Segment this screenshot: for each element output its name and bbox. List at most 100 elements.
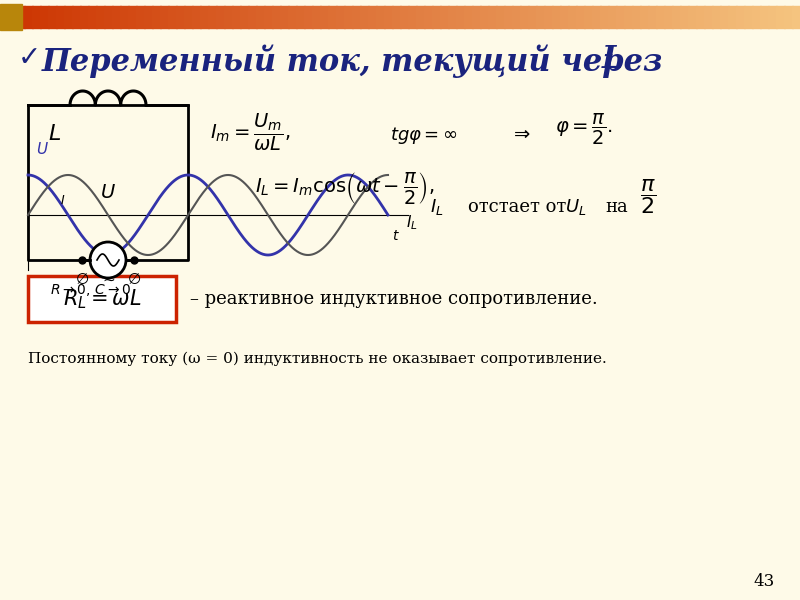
Bar — [40, 6, 49, 28]
Bar — [448, 6, 457, 28]
Bar — [664, 6, 673, 28]
Text: отстает от: отстает от — [468, 198, 566, 216]
Bar — [120, 6, 129, 28]
Text: $I_L$: $I_L$ — [430, 197, 443, 217]
Bar — [440, 6, 449, 28]
Bar — [720, 6, 729, 28]
Bar — [280, 6, 289, 28]
Bar — [472, 6, 481, 28]
Bar — [568, 6, 577, 28]
Bar — [128, 6, 137, 28]
Text: $U$: $U$ — [36, 141, 49, 157]
Bar — [336, 6, 345, 28]
Bar — [624, 6, 633, 28]
Bar — [328, 6, 337, 28]
Bar — [160, 6, 169, 28]
Bar — [632, 6, 641, 28]
Bar — [144, 6, 153, 28]
Bar — [0, 6, 9, 28]
Bar — [392, 6, 401, 28]
Bar — [384, 6, 393, 28]
Bar — [360, 6, 369, 28]
Bar — [224, 6, 233, 28]
Bar — [496, 6, 505, 28]
Text: $I_L$: $I_L$ — [406, 214, 418, 232]
Bar — [96, 6, 105, 28]
Bar — [232, 6, 241, 28]
Bar — [72, 6, 81, 28]
Bar — [528, 6, 537, 28]
Bar — [24, 6, 33, 28]
Text: $\dfrac{\pi}{2}$: $\dfrac{\pi}{2}$ — [640, 178, 656, 217]
Text: $\emptyset$: $\emptyset$ — [127, 272, 141, 287]
Bar — [32, 6, 41, 28]
Text: $U$: $U$ — [100, 184, 116, 202]
Bar — [0, 4, 22, 30]
Bar — [28, 276, 176, 322]
Bar — [272, 6, 281, 28]
Bar — [200, 6, 209, 28]
Bar — [312, 6, 321, 28]
Bar — [456, 6, 465, 28]
Bar — [152, 6, 161, 28]
Bar — [240, 6, 249, 28]
Bar — [504, 6, 513, 28]
Bar — [352, 6, 361, 28]
Bar — [744, 6, 753, 28]
Bar — [176, 6, 185, 28]
Bar — [432, 6, 441, 28]
Bar — [488, 6, 497, 28]
Text: L: L — [602, 44, 623, 75]
Bar — [56, 6, 65, 28]
Text: $R \to 0,\, C \to 0$: $R \to 0,\, C \to 0$ — [50, 282, 131, 298]
Bar — [408, 6, 417, 28]
Bar — [88, 6, 97, 28]
Bar — [304, 6, 313, 28]
Circle shape — [90, 242, 126, 278]
Text: $\varphi = \dfrac{\pi}{2}.$: $\varphi = \dfrac{\pi}{2}.$ — [555, 112, 613, 147]
Text: $\Rightarrow$: $\Rightarrow$ — [510, 125, 531, 143]
Bar — [256, 6, 265, 28]
Bar — [752, 6, 761, 28]
Bar — [8, 6, 17, 28]
Bar — [208, 6, 217, 28]
Text: ✓: ✓ — [18, 44, 42, 72]
Bar — [112, 6, 121, 28]
Bar — [552, 6, 561, 28]
Bar — [464, 6, 473, 28]
Bar — [704, 6, 713, 28]
Bar — [168, 6, 177, 28]
Text: $R_L = \omega L$: $R_L = \omega L$ — [62, 287, 142, 311]
Bar — [512, 6, 521, 28]
Bar — [768, 6, 777, 28]
Text: на: на — [605, 198, 628, 216]
Text: $I$: $I$ — [60, 194, 66, 207]
Bar — [736, 6, 745, 28]
Bar — [688, 6, 697, 28]
Bar — [192, 6, 201, 28]
Text: 43: 43 — [754, 573, 775, 590]
Text: – реактивное индуктивное сопротивление.: – реактивное индуктивное сопротивление. — [190, 290, 598, 308]
Bar — [760, 6, 769, 28]
Bar — [248, 6, 257, 28]
Text: $t$: $t$ — [392, 229, 400, 243]
Bar — [16, 6, 25, 28]
Bar — [48, 6, 57, 28]
Text: $L$: $L$ — [48, 123, 61, 145]
Text: Переменный ток, текущий через: Переменный ток, текущий через — [42, 44, 674, 77]
Bar — [64, 6, 73, 28]
Bar — [656, 6, 665, 28]
Bar — [136, 6, 145, 28]
Text: $\emptyset$: $\emptyset$ — [75, 272, 89, 287]
Bar — [784, 6, 793, 28]
Bar — [216, 6, 225, 28]
Bar — [640, 6, 649, 28]
Bar — [696, 6, 705, 28]
Bar — [576, 6, 585, 28]
Bar — [104, 6, 113, 28]
Bar — [792, 6, 800, 28]
Text: $U_L$: $U_L$ — [565, 197, 586, 217]
Bar — [288, 6, 297, 28]
Bar — [368, 6, 377, 28]
Bar — [320, 6, 329, 28]
